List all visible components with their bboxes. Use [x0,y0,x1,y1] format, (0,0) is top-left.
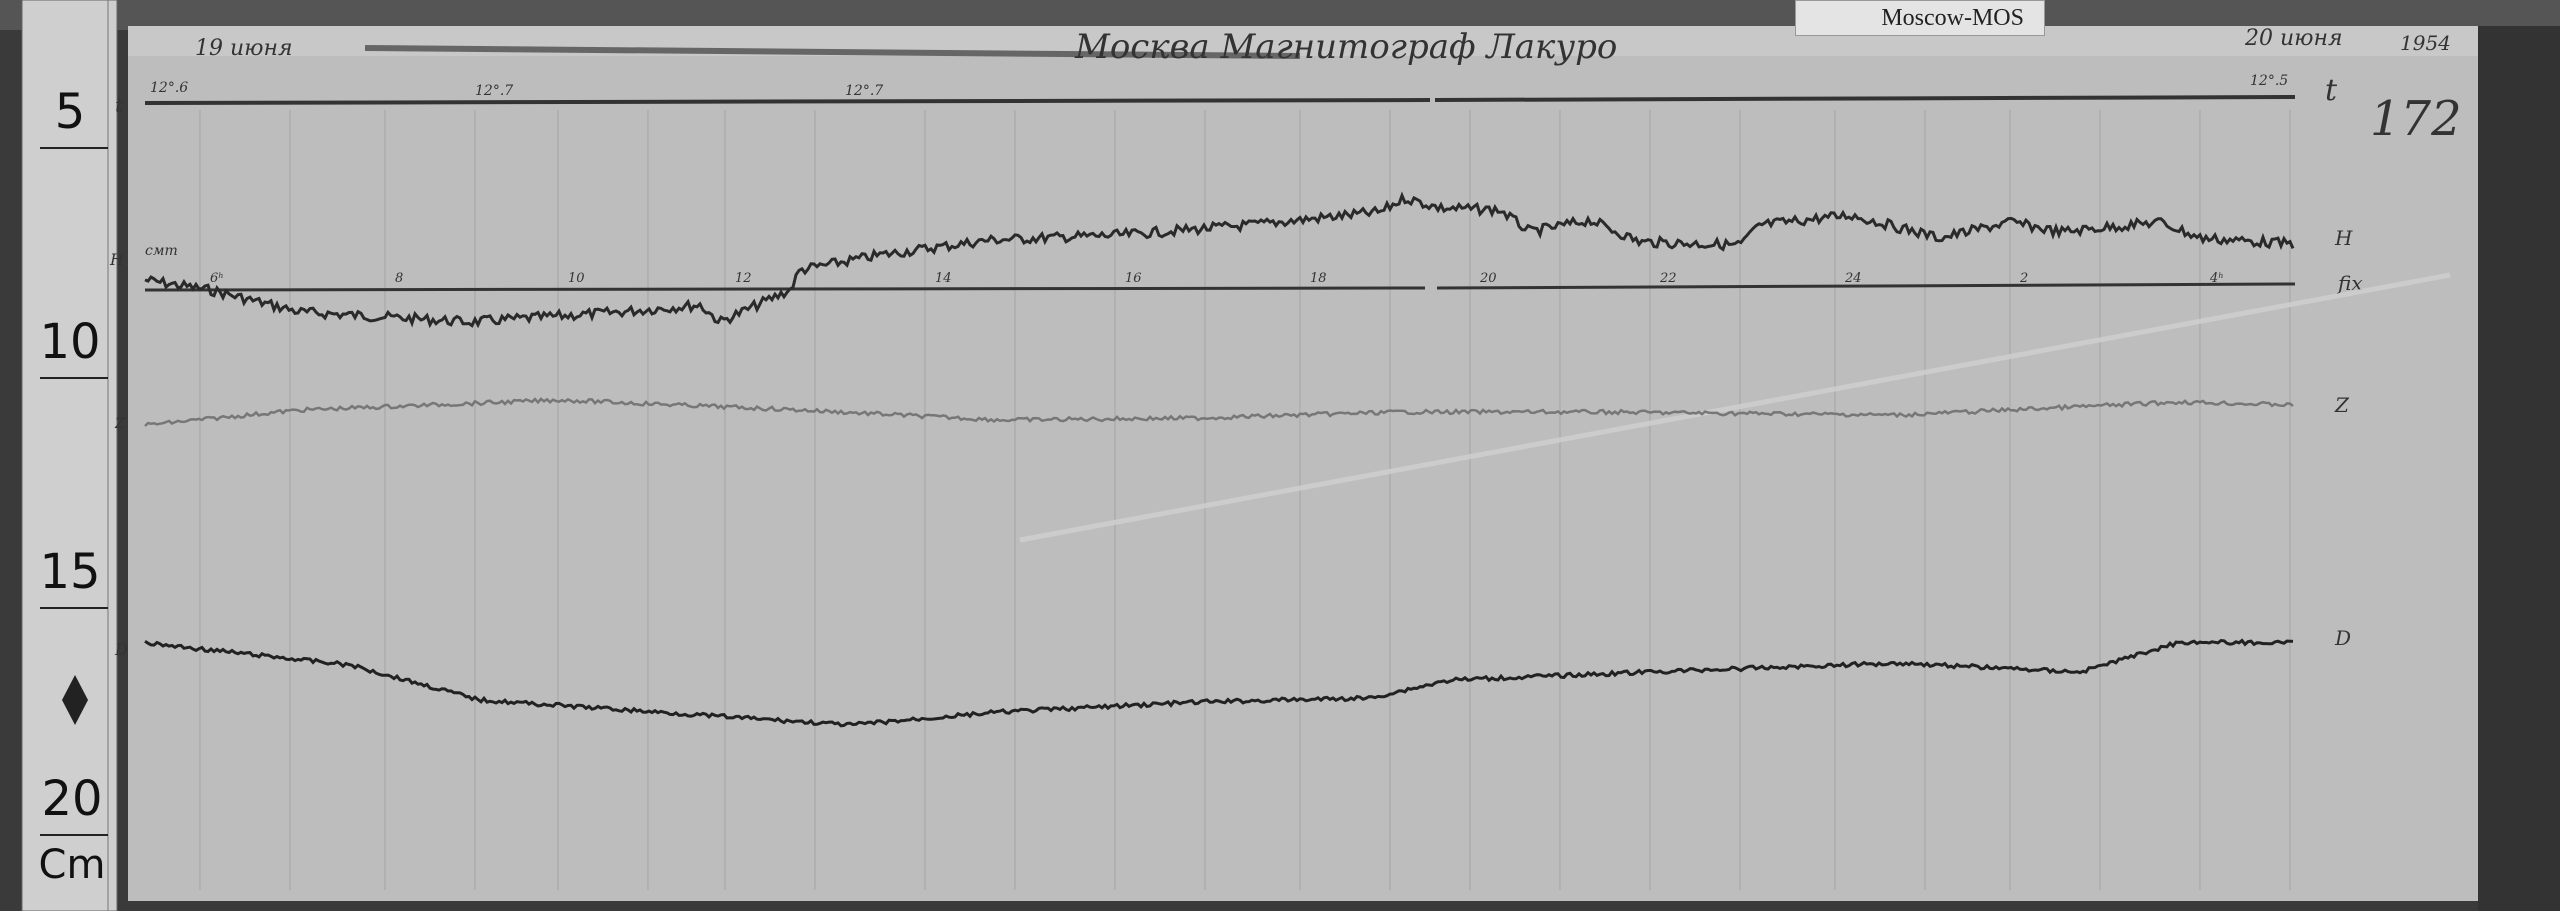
cmt-label: смт [145,243,178,259]
temp-label: 12°.7 [845,83,883,99]
trace-label-t-left: t [115,93,124,117]
hour-label: 6ʰ [210,271,224,286]
hour-label: 14 [935,271,952,286]
hour-label: 24 [1844,271,1862,286]
hour-label: 2 [2019,271,2028,286]
trace-label-z-left: Z [114,416,125,432]
temp-label: 12°.5 [2250,73,2288,89]
trace-label-d-left: D [114,640,128,659]
sheet-number: 172 [2370,91,2462,147]
trace-d [144,638,2294,728]
trace-label-h-left: H [109,250,125,269]
hour-label: 12 [735,271,752,286]
station-card: Moscow-MOS [1795,0,2045,36]
hour-label: 10 [568,271,585,286]
ruler-mark-5: 5 [55,84,86,140]
hour-label: 4ʰ [2209,271,2224,286]
temp-label: 12°.7 [475,83,513,99]
ruler [21,0,118,911]
chart-paper [128,26,2478,901]
date-end: 20 июня [2244,26,2343,51]
ruler-unit: Cm [39,842,106,888]
station-card-label: Moscow-MOS [1881,5,2024,31]
ruler-mark-15: 15 [39,544,100,600]
temp-label: 12°.6 [150,80,188,96]
trace-h [144,191,2295,329]
hour-label: 8 [395,271,403,286]
year: 1954 [2400,31,2451,55]
trace-label-t: t [2325,73,2338,108]
date-start: 19 июня [195,36,293,61]
trace-z [144,397,2294,427]
trace-label-d: D [2334,626,2351,650]
hour-label: 18 [1310,271,1327,286]
hour-label: 22 [1659,271,1677,286]
trace-label-h: H [2334,226,2353,250]
ruler-mark-20: 20 [41,771,102,827]
hour-label: 20 [1479,271,1497,286]
hour-label: 16 [1125,271,1142,286]
diamond-icon [62,675,88,725]
ruler-mark-10: 10 [39,314,100,370]
station-title: Москва Магнитограф Лакуро [1074,27,1617,67]
trace-label-z: Z [2334,393,2350,417]
